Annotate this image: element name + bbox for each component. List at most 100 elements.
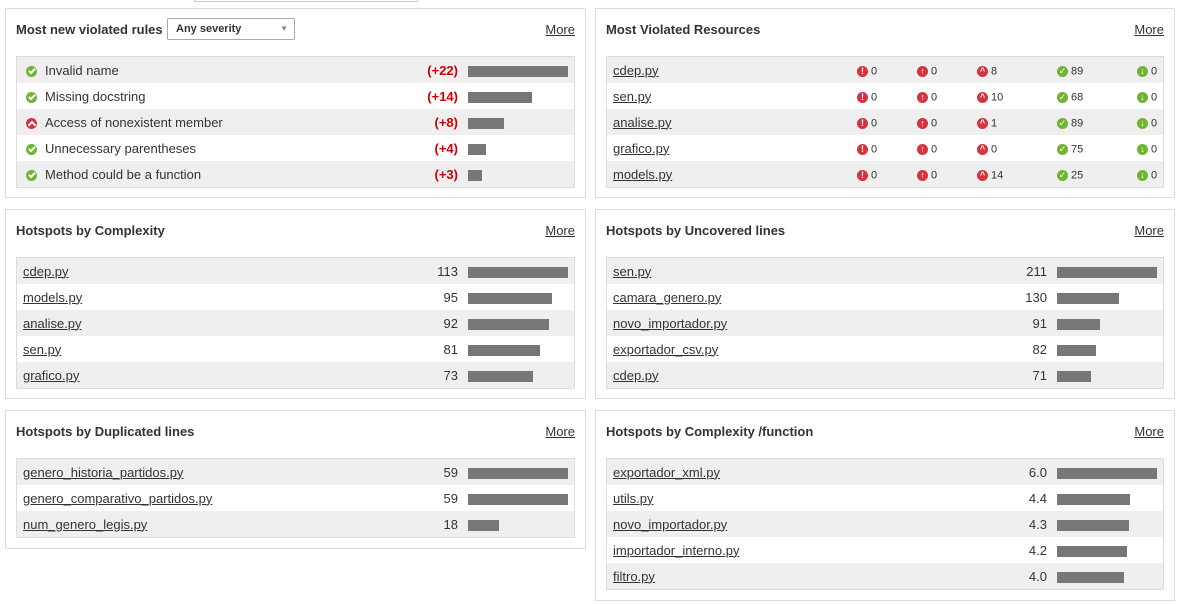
complexity-table: cdep.py 113 models.py 95 analise.py 92 sen.py 8… xyxy=(16,257,575,389)
file-link[interactable]: camara_genero.py xyxy=(613,289,722,305)
bar-cell xyxy=(468,135,575,161)
file-cell: filtro.py xyxy=(606,563,979,590)
bar-fill xyxy=(1057,571,1124,583)
minor-cell: ✓ 68 xyxy=(1057,83,1137,109)
file-cell: importador_interno.py xyxy=(606,537,979,563)
bar-fill xyxy=(468,91,532,103)
bar-cell xyxy=(1057,458,1164,485)
bar-fill xyxy=(468,519,499,531)
file-link[interactable]: importador_interno.py xyxy=(613,542,740,558)
file-link[interactable]: novo_importador.py xyxy=(613,315,728,331)
major-cell: ^ 8 xyxy=(977,56,1057,83)
table-row: genero_historia_partidos.py 59 xyxy=(16,458,575,485)
duplicated-more-link[interactable]: More xyxy=(545,424,575,439)
file-link[interactable]: sen.py xyxy=(23,341,62,357)
resource-name-cell: cdep.py xyxy=(606,56,857,83)
uncovered-more-link[interactable]: More xyxy=(1134,223,1164,238)
check-circle-icon xyxy=(25,65,37,77)
blocker-count: 0 xyxy=(871,65,878,78)
metric-value: 113 xyxy=(324,257,468,284)
file-link[interactable]: genero_comparativo_partidos.py xyxy=(23,490,213,506)
bar-cell xyxy=(468,83,575,109)
resource-link[interactable]: cdep.py xyxy=(613,62,659,78)
bar-fill xyxy=(468,370,533,382)
file-link[interactable]: sen.py xyxy=(613,263,652,279)
file-cell: genero_comparativo_partidos.py xyxy=(16,485,418,511)
violated-resources-more-link[interactable]: More xyxy=(1134,22,1164,37)
file-link[interactable]: exportador_csv.py xyxy=(613,341,719,357)
resource-link[interactable]: sen.py xyxy=(613,88,652,104)
bar-cell xyxy=(468,458,575,485)
file-cell: sen.py xyxy=(16,336,325,362)
resource-link[interactable]: grafico.py xyxy=(613,140,670,156)
file-link[interactable]: analise.py xyxy=(23,315,82,331)
bar-cell xyxy=(1057,362,1164,389)
blocker-cell: ! 0 xyxy=(857,56,917,83)
metric-value: 6.0 xyxy=(978,458,1057,485)
metric-value: 18 xyxy=(417,511,468,538)
critical-up-arrow-icon: ↑ xyxy=(917,117,928,129)
metric-value: 95 xyxy=(324,284,468,310)
table-row: genero_comparativo_partidos.py 59 xyxy=(16,485,575,511)
file-link[interactable]: utils.py xyxy=(613,490,654,506)
file-cell: cdep.py xyxy=(16,257,325,284)
widget-violated-rules: Most new violated rules Any severity ▼ M… xyxy=(5,8,586,198)
minor-count: 68 xyxy=(1071,91,1084,104)
table-row: Method could be a function (+3) xyxy=(16,161,575,188)
minor-count: 25 xyxy=(1071,169,1084,182)
table-row: filtro.py 4.0 xyxy=(606,563,1164,590)
complexity-function-table: exportador_xml.py 6.0 utils.py 4.4 novo_impo… xyxy=(606,458,1164,590)
minor-cell: ✓ 89 xyxy=(1057,56,1137,83)
chevron-down-icon: ▼ xyxy=(280,24,288,33)
table-row: camara_genero.py 130 xyxy=(606,284,1164,310)
file-cell: novo_importador.py xyxy=(606,310,964,336)
violated-rules-table: Invalid name (+22) Missing docstring (+14) A… xyxy=(16,56,575,188)
metric-value: 4.4 xyxy=(978,485,1057,511)
table-row: sen.py 211 xyxy=(606,257,1164,284)
file-link[interactable]: novo_importador.py xyxy=(613,516,728,532)
status-cell xyxy=(16,161,45,188)
table-row: grafico.py! 0 ↑ 0 ^ 0 ✓ 75 ↓ 0 xyxy=(606,135,1164,161)
bar-fill xyxy=(1057,467,1157,479)
file-link[interactable]: filtro.py xyxy=(613,568,655,584)
minor-cell: ✓ 89 xyxy=(1057,109,1137,135)
metric-value: 4.0 xyxy=(978,563,1057,590)
severity-select[interactable]: Any severity ▼ xyxy=(167,18,295,40)
minor-check-icon: ✓ xyxy=(1057,143,1068,155)
bar-cell xyxy=(468,362,575,389)
table-row: exportador_csv.py 82 xyxy=(606,336,1164,362)
violated-rules-title: Most new violated rules xyxy=(16,22,163,37)
file-link[interactable]: grafico.py xyxy=(23,367,80,383)
bar-cell xyxy=(468,485,575,511)
blocker-icon: ! xyxy=(857,143,868,155)
duplicated-table: genero_historia_partidos.py 59 genero_comp… xyxy=(16,458,575,538)
metric-value: 71 xyxy=(963,362,1057,389)
status-cell xyxy=(16,109,45,135)
major-count: 0 xyxy=(991,143,998,156)
bar-fill xyxy=(468,65,568,77)
file-link[interactable]: models.py xyxy=(23,289,83,305)
resource-name-cell: models.py xyxy=(606,161,857,188)
bar-cell xyxy=(468,109,575,135)
bar-fill xyxy=(1057,292,1119,304)
resource-link[interactable]: analise.py xyxy=(613,114,672,130)
widget-uncovered: Hotspots by Uncovered lines More sen.py 2… xyxy=(595,209,1175,399)
check-circle-icon xyxy=(25,91,37,103)
file-link[interactable]: cdep.py xyxy=(613,367,659,383)
resource-link[interactable]: models.py xyxy=(613,166,673,182)
violated-rules-more-link[interactable]: More xyxy=(545,22,575,37)
file-link[interactable]: exportador_xml.py xyxy=(613,464,720,480)
critical-up-arrow-icon: ↑ xyxy=(917,169,928,181)
file-link[interactable]: genero_historia_partidos.py xyxy=(23,464,184,480)
violated-resources-title: Most Violated Resources xyxy=(606,22,761,37)
complexity-more-link[interactable]: More xyxy=(545,223,575,238)
file-cell: sen.py xyxy=(606,257,964,284)
complexity-function-more-link[interactable]: More xyxy=(1134,424,1164,439)
minor-cell: ✓ 75 xyxy=(1057,135,1137,161)
table-row: cdep.py 113 xyxy=(16,257,575,284)
file-link[interactable]: num_genero_legis.py xyxy=(23,516,148,532)
file-link[interactable]: cdep.py xyxy=(23,263,69,279)
file-cell: grafico.py xyxy=(16,362,325,389)
major-chevron-up-icon: ^ xyxy=(977,143,988,155)
bar-cell xyxy=(1057,563,1164,590)
